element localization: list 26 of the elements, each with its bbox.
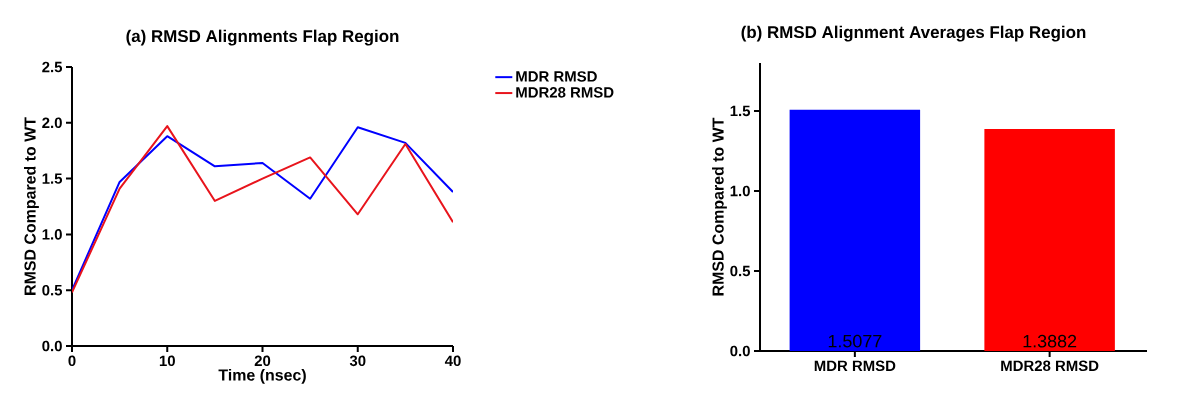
y-tick-label: 1.0 (42, 229, 62, 240)
y-tick-label: 1.0 (730, 185, 750, 197)
x-tick-label: 0 (68, 355, 76, 367)
y-tick-label: 1.5 (730, 105, 751, 117)
y-tick-label: 2.5 (42, 61, 63, 73)
chart-title: (a) RMSD Alignments Flap Region (126, 29, 399, 46)
x-tick-label: 10 (159, 355, 175, 367)
y-tick-label: 0.5 (730, 265, 751, 277)
y-tick-label: 0.0 (42, 340, 62, 352)
x-tick-label: 40 (444, 355, 461, 367)
y-axis-title: RMSD Compared to WT (24, 117, 39, 295)
y-tick-label: 1.5 (42, 173, 63, 184)
x-axis-title: Time (nsec) (218, 368, 306, 384)
x-tick-label: 30 (349, 355, 366, 367)
data-label: 1.3882 (1023, 334, 1077, 348)
chart-title: (b) RMSD Alignment Averages Flap Region (741, 25, 1086, 42)
y-axis-title: RMSD Compared to WT (712, 117, 727, 296)
x-tick-label: MDR RMSD (814, 360, 896, 372)
y-tick-label: 2.0 (42, 117, 62, 129)
legend-label: MDR28 RMSD (516, 87, 614, 98)
data-label: 1.5077 (828, 334, 882, 348)
x-tick-label: 20 (254, 355, 271, 367)
y-tick-label: 0.0 (730, 345, 750, 357)
y-tick-label: 0.5 (42, 284, 63, 296)
x-tick-label: MDR28 RMSD (1001, 360, 1099, 372)
legend-label: MDR RMSD (516, 71, 597, 82)
